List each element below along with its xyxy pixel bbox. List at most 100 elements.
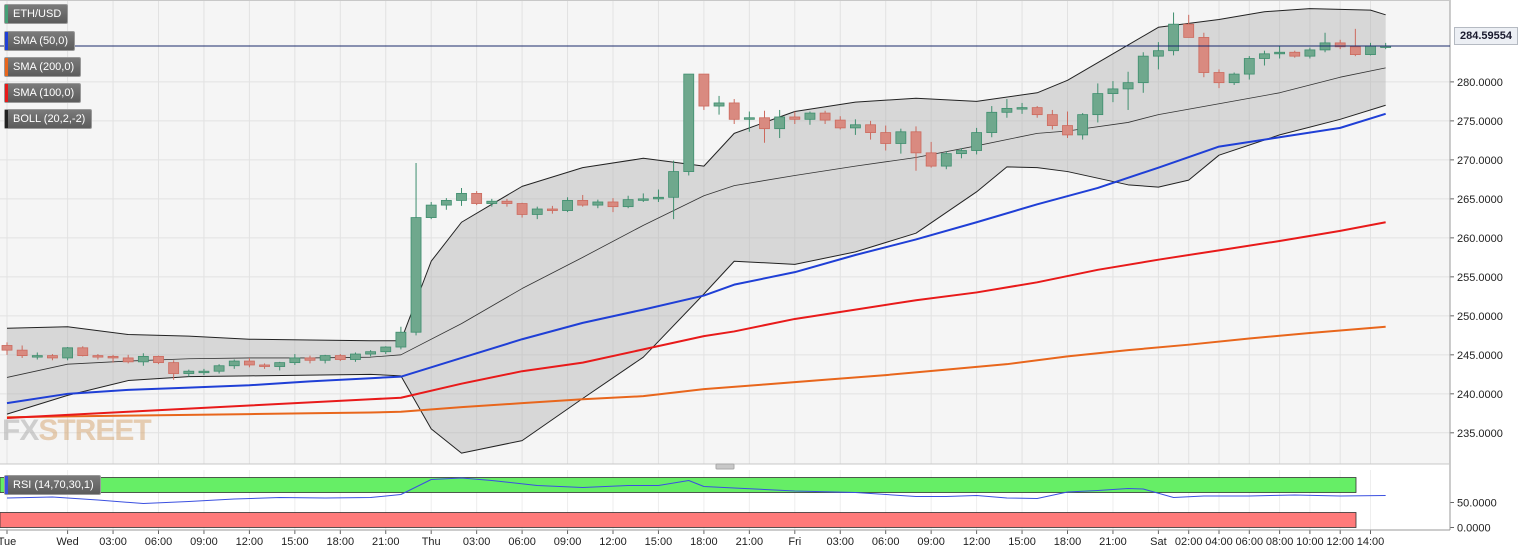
candle xyxy=(804,111,816,125)
y-tick-label: 265.0000 xyxy=(1457,194,1503,206)
candle-body xyxy=(622,199,634,208)
candle xyxy=(1259,50,1270,66)
candle-body xyxy=(986,111,998,133)
candle-body xyxy=(183,370,195,374)
candle xyxy=(940,151,952,170)
rsi-y-tick-label: 0.0000 xyxy=(1457,523,1491,535)
candle xyxy=(107,354,119,363)
candle-body xyxy=(1153,50,1164,57)
candle-body xyxy=(819,112,831,121)
candle xyxy=(471,191,483,206)
candle xyxy=(1213,69,1225,89)
legend-sma-100[interactable]: SMA (100,0) xyxy=(4,83,82,103)
candle xyxy=(440,198,452,210)
candle xyxy=(456,187,467,206)
candle xyxy=(1274,46,1285,59)
candle xyxy=(789,111,801,124)
candle-body xyxy=(1122,82,1134,90)
candle xyxy=(1153,42,1164,70)
candle xyxy=(137,353,149,366)
y-tick-label: 255.0000 xyxy=(1457,272,1503,284)
legend-rsi[interactable]: RSI (14,70,30,1) xyxy=(4,475,101,495)
candle xyxy=(92,354,104,360)
candle-body xyxy=(577,200,589,206)
candle xyxy=(47,354,58,361)
legend-symbol[interactable]: ETH/USD xyxy=(4,4,69,24)
x-tick-label: 14:00 xyxy=(1357,536,1385,548)
candle-body xyxy=(410,217,422,333)
candle xyxy=(501,198,513,207)
x-tick-label: 21:00 xyxy=(736,536,764,548)
y-tick-label: 240.0000 xyxy=(1457,389,1503,401)
candle-body xyxy=(653,196,664,200)
candle-body xyxy=(243,360,255,366)
candle-body xyxy=(380,346,392,353)
candle xyxy=(16,345,28,358)
y-tick-label: 260.0000 xyxy=(1457,233,1503,245)
candle-body xyxy=(592,201,604,206)
x-tick-label: 02:00 xyxy=(1175,536,1203,548)
legend-boll[interactable]: BOLL (20,2,-2) xyxy=(4,109,93,129)
candle xyxy=(259,363,270,369)
x-tick-label: 12:00 xyxy=(236,536,264,548)
candle xyxy=(486,198,498,207)
candle xyxy=(743,111,755,132)
panel-resize-handle[interactable] xyxy=(715,463,735,470)
candle-body xyxy=(850,124,861,129)
candle xyxy=(122,354,134,364)
candle-body xyxy=(198,370,210,374)
candle-body xyxy=(713,102,725,107)
rsi-swatch xyxy=(5,476,8,494)
candle xyxy=(289,354,301,365)
sma-100-label: SMA (100,0) xyxy=(13,87,75,99)
rsi-line xyxy=(6,477,1386,504)
candle-body xyxy=(1198,37,1210,73)
candle xyxy=(319,354,331,364)
candle xyxy=(759,110,770,143)
legend-sma-200[interactable]: SMA (200,0) xyxy=(4,57,82,77)
sma-50-line xyxy=(6,112,1386,405)
x-tick-label: 03:00 xyxy=(99,536,127,548)
candle xyxy=(1107,81,1119,103)
candle xyxy=(1077,113,1089,140)
x-tick-label: Thu xyxy=(422,536,441,548)
x-tick-label: 06:00 xyxy=(508,536,536,548)
boll-swatch xyxy=(5,110,8,128)
candle-body xyxy=(743,117,755,120)
candle xyxy=(395,326,407,350)
candle-body xyxy=(547,208,558,211)
candle-body xyxy=(1304,49,1316,57)
candle xyxy=(1062,111,1073,139)
sma-50-swatch xyxy=(5,32,8,50)
x-tick-label: 03:00 xyxy=(826,536,854,548)
sma-100-swatch xyxy=(5,84,8,102)
candle-body xyxy=(971,132,982,151)
candle-body xyxy=(486,200,498,204)
candle xyxy=(531,206,543,220)
candle xyxy=(834,116,846,130)
y-tick-label: 235.0000 xyxy=(1457,428,1503,440)
candle-body xyxy=(1092,93,1104,116)
legend-sma-50[interactable]: SMA (50,0) xyxy=(4,31,76,51)
candle-body xyxy=(607,201,619,208)
candle-body xyxy=(895,131,907,144)
candle-body xyxy=(531,208,543,215)
candle xyxy=(880,125,892,151)
candle xyxy=(607,198,619,213)
x-tick-label: 06:00 xyxy=(872,536,900,548)
candle xyxy=(1243,56,1255,80)
candle xyxy=(971,127,982,155)
candle-body xyxy=(1137,55,1149,84)
candle xyxy=(986,106,998,138)
candle-body xyxy=(1046,114,1058,126)
candle xyxy=(592,199,604,209)
candle-body xyxy=(365,351,377,355)
x-tick-label: Sat xyxy=(1150,536,1167,548)
candle-body xyxy=(122,357,134,363)
x-tick-label: 18:00 xyxy=(1054,536,1082,548)
candle xyxy=(1168,12,1179,56)
y-tick-label: 245.0000 xyxy=(1457,350,1503,362)
sma-200-label: SMA (200,0) xyxy=(13,61,75,73)
candle xyxy=(213,364,225,374)
